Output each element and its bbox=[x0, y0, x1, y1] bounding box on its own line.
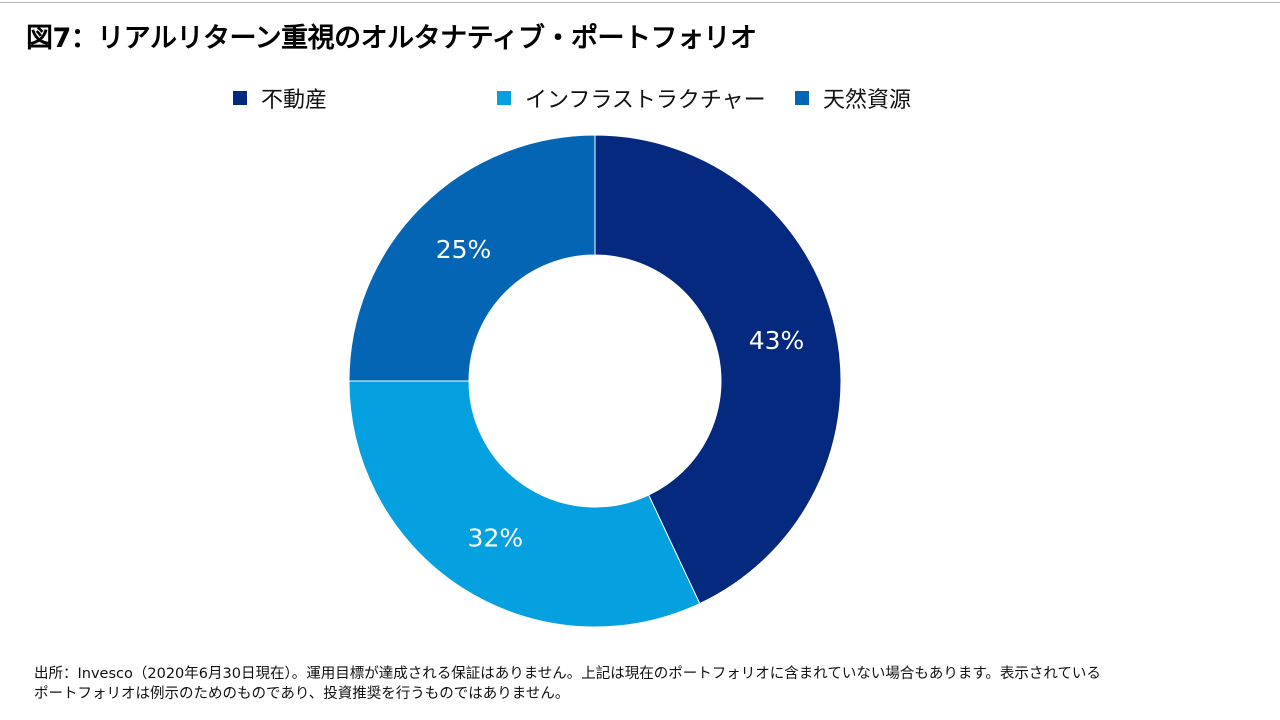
legend-item-natural-resources: 天然資源 bbox=[795, 86, 911, 113]
chart-title: 図7：リアルリターン重視のオルタナティブ・ポートフォリオ bbox=[26, 23, 757, 54]
data-label-natural-resources: 25% bbox=[436, 235, 492, 264]
source-footnote: 出所：Invesco（2020年6月30日現在）。運用目標が達成される保証はあり… bbox=[34, 664, 1254, 704]
legend-swatch-real-estate bbox=[233, 91, 247, 105]
legend-label-real-estate: 不動産 bbox=[261, 88, 328, 113]
donut-slice-natural-resources bbox=[348, 134, 596, 382]
data-label-real-estate: 43% bbox=[749, 326, 805, 355]
legend-item-real-estate: 不動産 bbox=[233, 86, 327, 113]
footnote-line-1: 出所：Invesco（2020年6月30日現在）。運用目標が達成される保証はあり… bbox=[34, 666, 1101, 682]
donut-slice-infrastructure bbox=[348, 380, 701, 628]
legend-label-infrastructure: インフラストラクチャー bbox=[525, 88, 766, 113]
donut-slice-real-estate bbox=[594, 134, 842, 605]
legend-item-infrastructure: インフラストラクチャー bbox=[497, 86, 766, 113]
data-label-infrastructure: 32% bbox=[468, 524, 524, 553]
top-divider bbox=[0, 2, 1280, 3]
legend-label-natural-resources: 天然資源 bbox=[823, 88, 912, 113]
legend-swatch-natural-resources bbox=[795, 91, 809, 105]
footnote-line-2: ポートフォリオは例示のためのものであり、投資推奨を行うものではありません。 bbox=[34, 686, 570, 702]
legend-swatch-infrastructure bbox=[497, 91, 511, 105]
